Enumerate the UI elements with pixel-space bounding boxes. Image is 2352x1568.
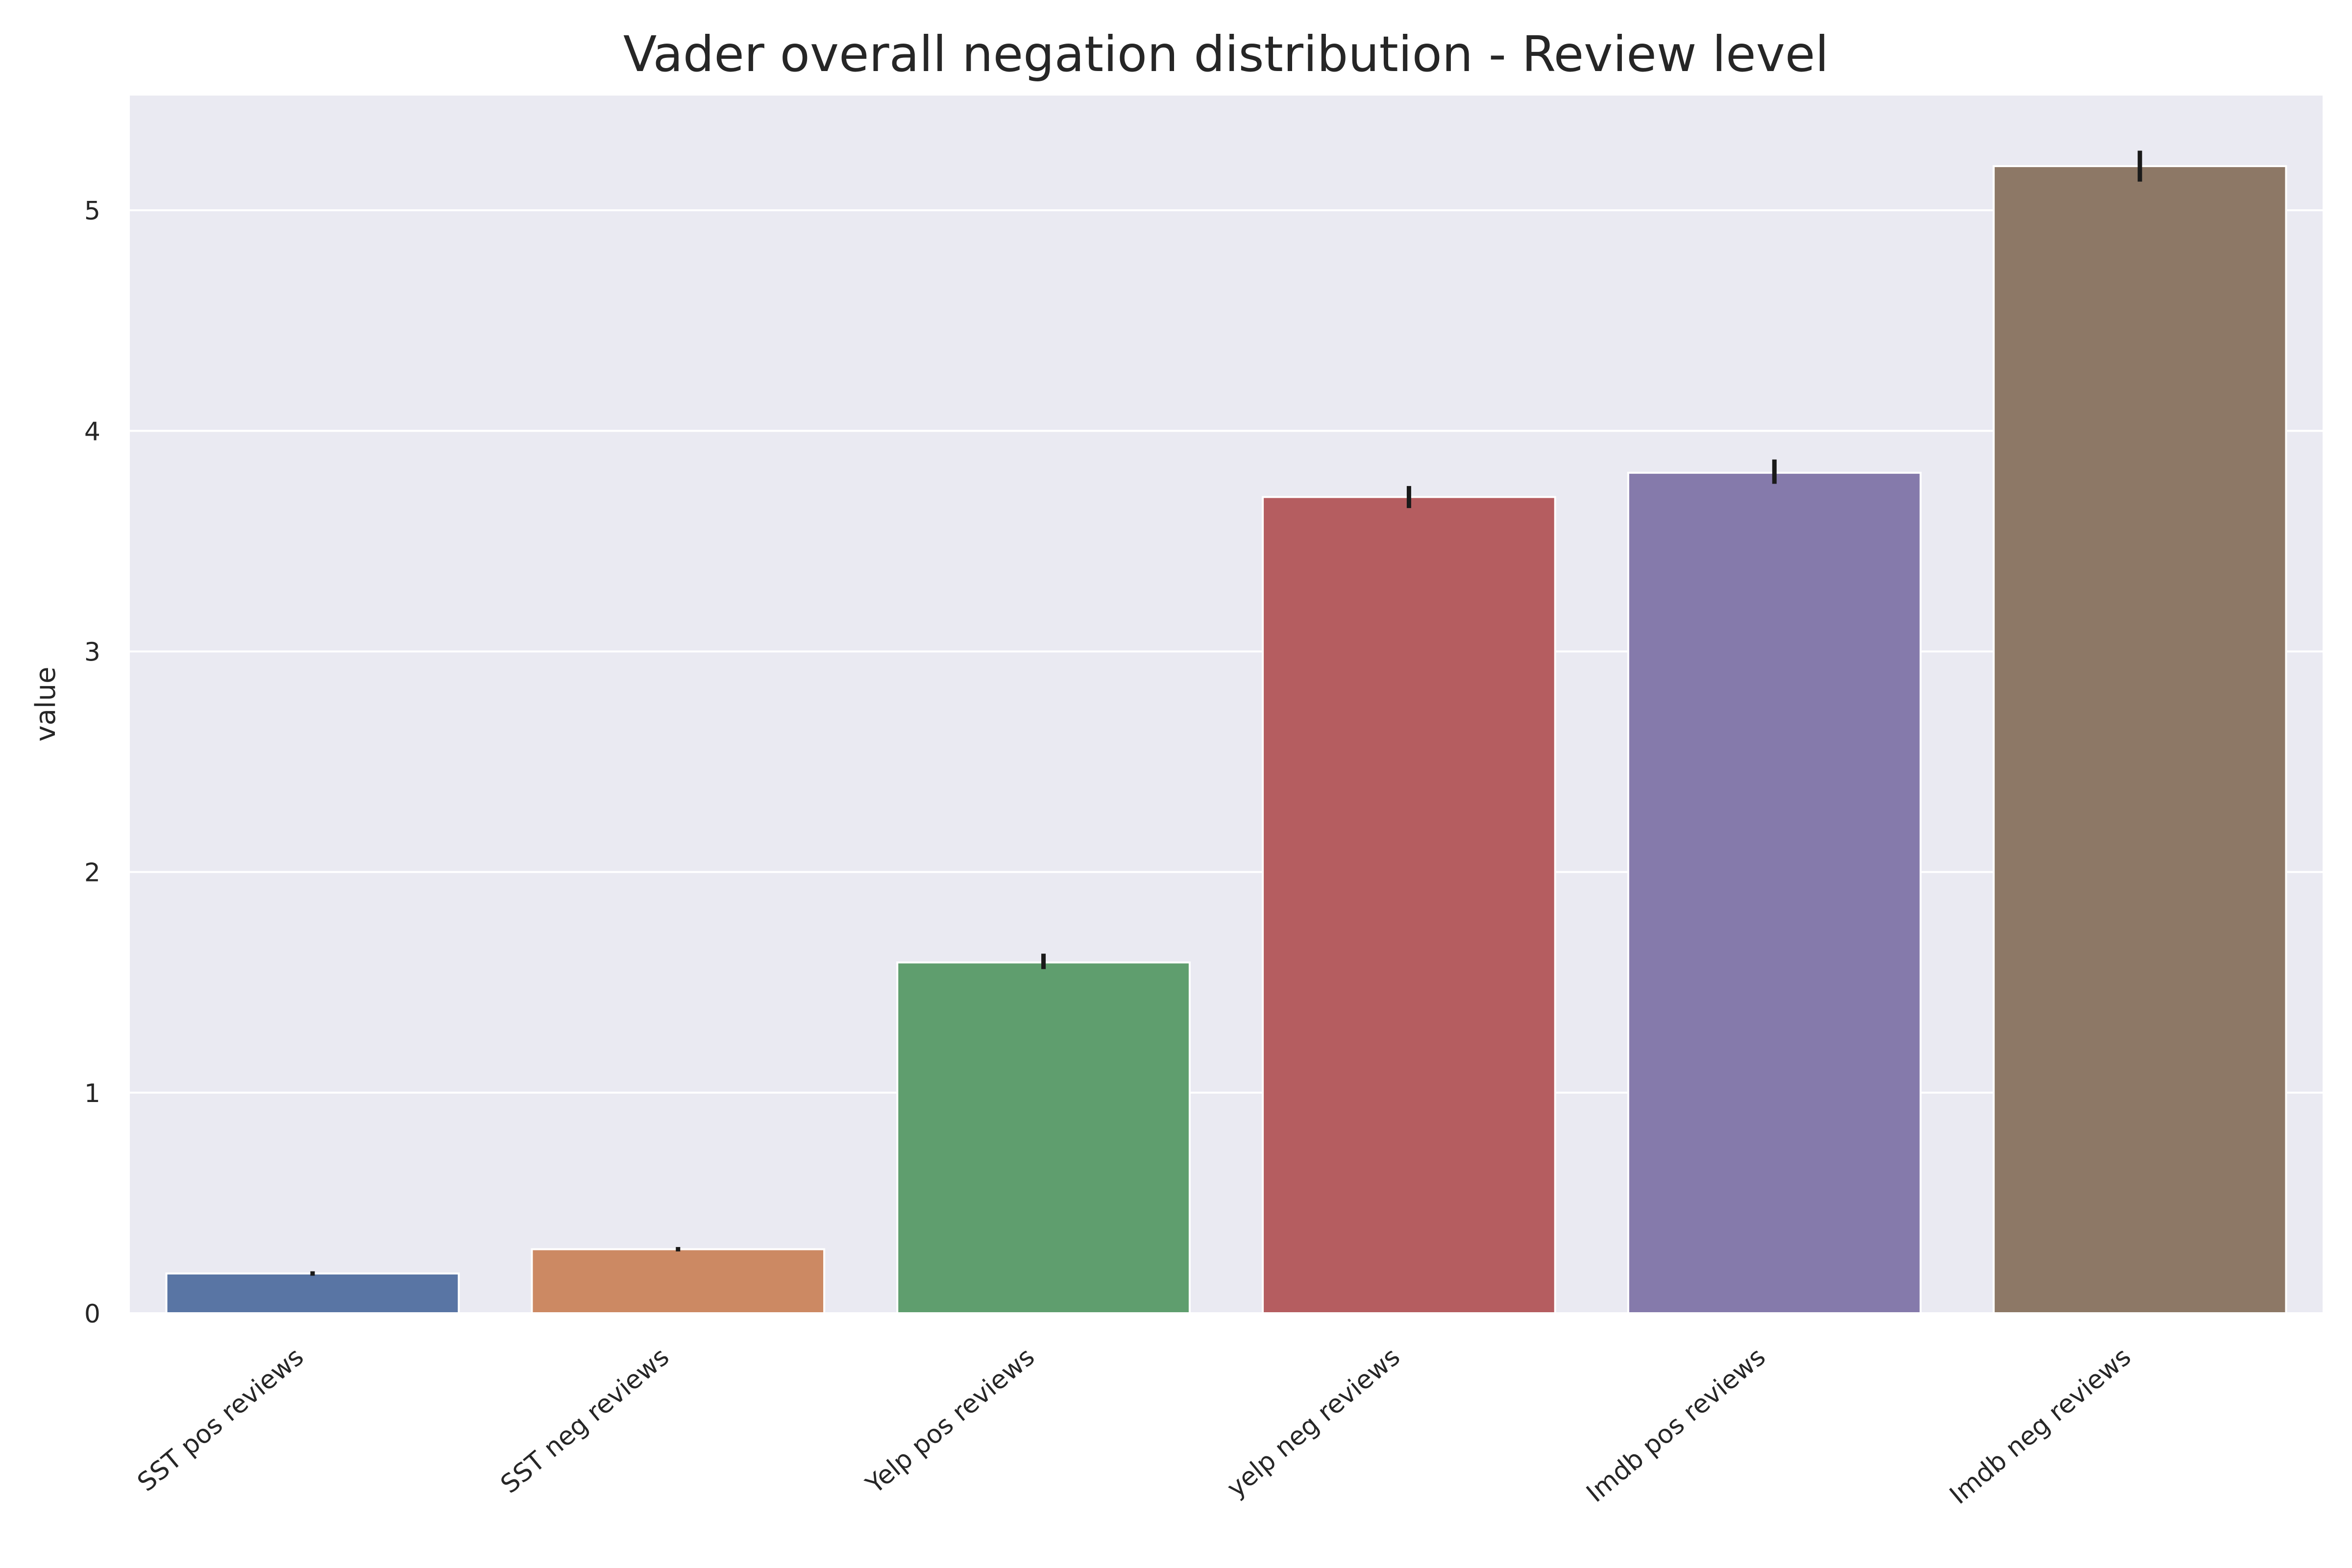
bar xyxy=(165,1272,460,1314)
chart-title: Vader overall negation distribution - Re… xyxy=(623,25,1829,83)
x-tick-label: Imdb neg reviews xyxy=(1944,1342,2137,1510)
bars xyxy=(165,165,2287,1315)
y-axis-ticks: 0 1 2 3 4 5 xyxy=(84,196,100,1329)
y-tick-label: 0 xyxy=(84,1299,100,1329)
bar xyxy=(1992,165,2287,1315)
x-tick-label: SST neg reviews xyxy=(495,1342,675,1499)
x-tick-label: Yelp pos reviews xyxy=(860,1342,1040,1500)
plot-area xyxy=(130,96,2323,1313)
bar xyxy=(1627,471,1922,1314)
y-tick-label: 5 xyxy=(84,196,100,226)
error-bars xyxy=(310,150,2142,1276)
x-tick-label: yelp neg reviews xyxy=(1222,1342,1406,1503)
y-tick-label: 3 xyxy=(84,637,100,667)
y-tick-label: 2 xyxy=(84,858,100,888)
y-tick-label: 1 xyxy=(84,1079,100,1108)
x-tick-label: Imdb pos reviews xyxy=(1581,1342,1771,1508)
bar xyxy=(896,961,1191,1314)
gridlines xyxy=(130,209,2323,1314)
bar xyxy=(1262,496,1556,1314)
bar xyxy=(531,1248,826,1315)
x-tick-label: SST pos reviews xyxy=(132,1342,310,1497)
y-tick-label: 4 xyxy=(84,417,100,446)
x-axis-ticks: SST pos reviews SST neg reviews Yelp pos r… xyxy=(132,1342,2137,1510)
y-axis-label: value xyxy=(30,667,62,742)
